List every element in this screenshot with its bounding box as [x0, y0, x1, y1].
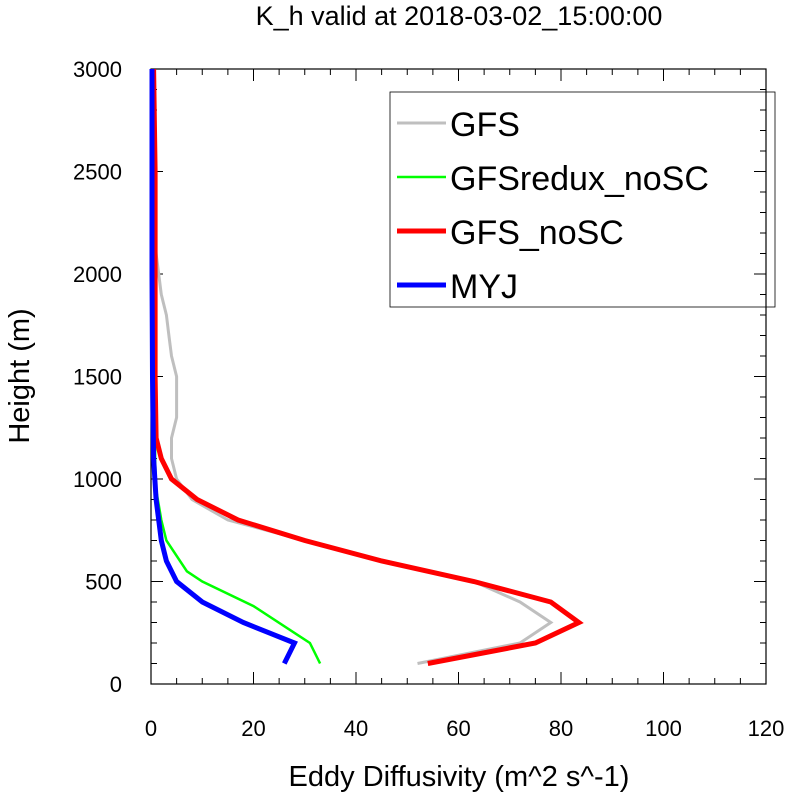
y-axis-label: Height (m) — [4, 308, 36, 443]
y-tick-label: 2000 — [73, 262, 122, 287]
x-tick-label: 80 — [549, 716, 573, 741]
series-line-gfs — [152, 69, 554, 665]
y-tick-label: 2500 — [73, 160, 122, 185]
series-line-gfs-nosc — [151, 68, 584, 666]
series-line-gfsredux-nosc — [151, 69, 322, 665]
x-tick-label: 0 — [145, 716, 157, 741]
x-axis-label: Eddy Diffusivity (m^2 s^-1) — [289, 761, 630, 793]
x-tick-label: 40 — [344, 716, 368, 741]
legend: GFS GFSredux_noSC GFS_noSC MYJ — [389, 91, 776, 308]
legend-items: GFS GFSredux_noSC GFS_noSC MYJ — [397, 106, 709, 306]
y-tick-label: 3000 — [73, 57, 122, 82]
legend-label-gfsredux-nosc: GFSredux_noSC — [450, 160, 709, 198]
x-tick-label: 120 — [748, 716, 785, 741]
series-lines — [149, 68, 584, 666]
x-tick-label: 100 — [645, 716, 682, 741]
y-tick-label: 1000 — [73, 467, 122, 492]
series-line-myj — [149, 69, 298, 665]
legend-label-myj: MYJ — [450, 268, 518, 306]
x-tick-label: 60 — [446, 716, 470, 741]
legend-label-gfs: GFS — [450, 106, 520, 144]
chart-title: K_h valid at 2018-03-02_15:00:00 — [256, 1, 663, 31]
y-tick-label: 500 — [85, 570, 122, 595]
y-tick-label: 1500 — [73, 365, 122, 390]
legend-label-gfs-nosc: GFS_noSC — [450, 214, 624, 252]
x-tick-label: 20 — [241, 716, 265, 741]
legend-box — [389, 91, 776, 308]
y-tick-labels: 0 500 1000 1500 2000 2500 3000 — [73, 57, 122, 697]
x-tick-labels: 0 20 40 60 80 100 120 — [145, 716, 784, 741]
y-tick-label: 0 — [110, 672, 122, 697]
